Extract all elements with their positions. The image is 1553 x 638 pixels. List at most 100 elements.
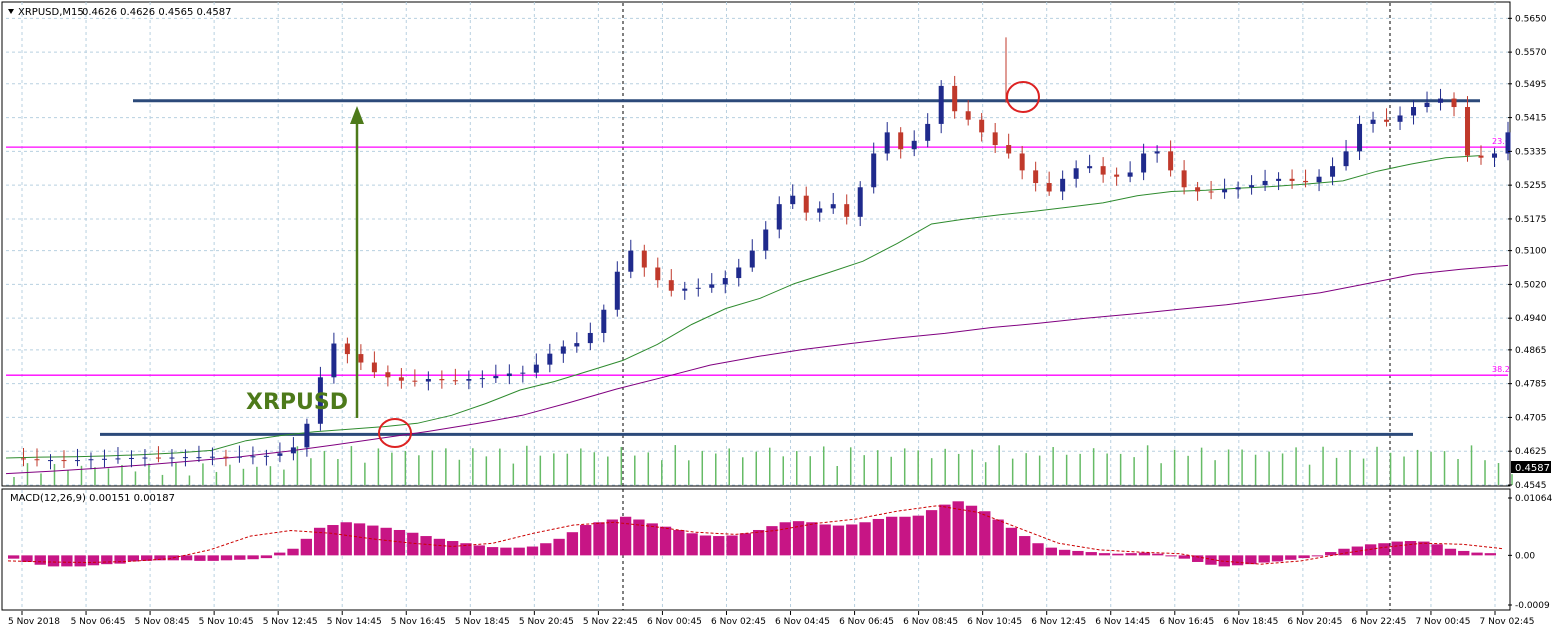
candle-bull [1249,185,1255,188]
y-tick-label: 0.4865 [1515,346,1547,356]
candle-bull [142,457,148,459]
macd-histogram-bar [1152,553,1164,556]
candle-bull [1141,153,1147,173]
candle-bull [88,459,94,461]
candle-bull [493,376,499,379]
candle-bull [277,453,283,456]
x-tick-label: 6 Nov 06:45 [839,617,894,627]
moving-averages [5,155,1509,475]
candle-bull [601,309,607,333]
macd-histogram-bar [659,526,672,556]
candle-bear [655,267,661,281]
x-tick-label: 5 Nov 16:45 [391,617,446,627]
candle-bear [1033,170,1039,184]
current-price-tag [1511,461,1551,473]
candle-bull [1316,176,1322,183]
macd-histogram-bar [1205,555,1217,565]
y-tick-label: 0.4940 [1515,314,1547,324]
candle-bull [1370,119,1376,124]
triangle-down-icon[interactable] [8,9,14,14]
x-tick-label: 6 Nov 16:45 [1159,617,1214,627]
candle-bear [1208,191,1214,193]
candle-bull [938,85,944,124]
macd-histogram-bar [593,522,605,556]
candles [20,37,1511,470]
macd-histogram-bar [1391,541,1403,556]
candle-bear [965,111,971,120]
x-tick-label: 6 Nov 12:45 [1031,617,1086,627]
candle-bull [547,353,553,365]
candle-bear [1451,98,1457,108]
candle-bull [304,423,310,448]
fib-level-label: 38.2 [1492,365,1510,374]
macd-histogram-bar [407,532,419,556]
macd-histogram-bar [127,555,140,562]
x-tick-label: 5 Nov 10:45 [199,617,254,627]
x-tick-label: 7 Nov 02:45 [1480,617,1535,627]
macd-histogram-bar [646,523,658,556]
symbol-title: XRPUSD,M15 [18,7,84,18]
candle-bear [1289,178,1295,181]
candle-bull [857,187,863,217]
fib-level-label: 23.6 [1492,137,1510,146]
macd-histogram-bar [207,555,219,561]
candle-bull [1087,166,1093,169]
candle-bull [1505,132,1511,154]
candle-bear [344,343,350,355]
candle-bear [1384,119,1390,122]
macd-histogram-bar [340,522,352,556]
candle-bear [412,380,418,382]
macd-histogram-bar [513,547,525,556]
candle-bear [20,458,26,460]
macd-histogram-bar [287,548,299,556]
macd-histogram-bar [899,516,911,556]
macd-histogram-bar [21,555,33,562]
axes: 0.5650 0.5570 0.5495 0.5415 0.5335 0.5255 0.51… [8,14,1552,627]
candle-bull [1438,98,1444,103]
macd-tick-label: 0.00 [1515,551,1535,561]
macd-histogram-bar [61,555,73,567]
macd-histogram-bar [832,525,845,556]
candle-bear [1019,153,1025,171]
macd-histogram-bar [420,536,432,556]
macd-histogram-bar [1019,536,1031,556]
macd-histogram-bar [553,538,565,556]
x-tick-label: 6 Nov 08:45 [903,617,958,627]
y-tick-label: 0.4705 [1515,413,1547,423]
ohlc-values: 0.4626 0.4626 0.4565 0.4587 [82,7,232,18]
macd-histogram-bar [1005,527,1018,556]
candle-bull [682,288,688,291]
macd-histogram-bar [540,543,552,556]
macd-histogram-bar [1364,544,1377,556]
candle-bear [992,132,998,146]
candle-bull [425,378,431,382]
macd-histogram-bar [1458,550,1470,556]
x-tick-label: 5 Nov 14:45 [327,617,382,627]
horizontal-levels[interactable]: 23.6 38.2 [6,99,1510,436]
macd-histogram-bar [766,526,778,556]
candle-bull [506,373,512,377]
annotation-label: XRPUSD [246,390,348,415]
macd-histogram-bar [1311,555,1324,557]
candle-bull [196,457,202,459]
x-tick-label: 5 Nov 08:45 [135,617,190,627]
candle-bear [1181,170,1187,188]
candle-bear [1046,183,1052,192]
macd-histogram-bar [1471,552,1483,556]
macd-histogram-bar [965,505,978,556]
candle-bull [1222,189,1228,193]
macd-histogram-bar [699,535,712,556]
macd-histogram-bar [1098,553,1111,556]
candle-bear [668,280,674,291]
macd-histogram-bar [686,533,698,556]
macd-histogram-bar [1378,543,1390,556]
candle-bear [1195,187,1201,192]
candle-bull [587,332,593,344]
macd-histogram-bar [992,519,1004,556]
candle-bull [1235,187,1241,190]
candle-bear [358,354,364,363]
macd-histogram-bar [1112,553,1124,556]
macd-histogram-bar [1484,553,1496,556]
